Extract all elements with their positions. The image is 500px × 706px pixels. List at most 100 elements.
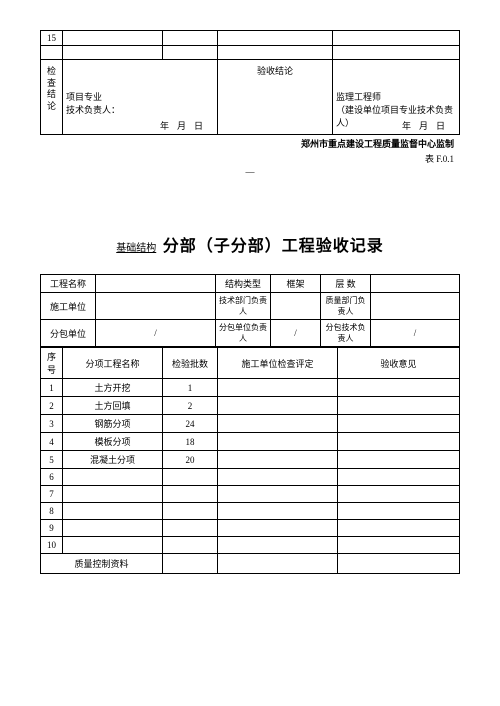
cell-opinion: [338, 397, 460, 415]
row15-num: 15: [41, 31, 63, 46]
table-row: 2土方回填2: [41, 397, 460, 415]
cell-batch: 1: [163, 379, 218, 397]
header-opinion: 验收意见: [338, 348, 460, 379]
floors-value: [371, 275, 460, 293]
row15-c4: [218, 31, 333, 46]
header-batch: 检验批数: [163, 348, 218, 379]
cell-seq: 7: [41, 486, 63, 503]
header-seq: 序号: [41, 348, 63, 379]
footer-org: 郑州市重点建设工程质量监督中心监制: [40, 137, 460, 150]
table-row: 10: [41, 537, 460, 554]
spec-person-label: 项目专业 技术负责人：: [66, 90, 214, 116]
cell-eval: [218, 469, 338, 486]
footer-dash: —: [40, 167, 460, 177]
cell-batch: 18: [163, 433, 218, 451]
cell-item-name: 钢筋分项: [63, 415, 163, 433]
cell-opinion: [338, 415, 460, 433]
table-row: 4模板分项18: [41, 433, 460, 451]
cell-eval: [218, 486, 338, 503]
row15-c3: [163, 31, 218, 46]
cell-batch: [163, 486, 218, 503]
row16-c5: [333, 46, 460, 60]
cell-seq: 1: [41, 379, 63, 397]
header-item-name: 分项工程名称: [63, 348, 163, 379]
cell-eval: [218, 379, 338, 397]
subcon-value: /: [96, 320, 216, 347]
date-right: 年月日: [339, 119, 453, 132]
cell-seq: 5: [41, 451, 63, 469]
row16-c2: [63, 46, 163, 60]
cell-eval: [218, 397, 338, 415]
row16-c1: [41, 46, 63, 60]
cell-item-name: 土方开挖: [63, 379, 163, 397]
proj-name-value: [96, 275, 216, 293]
cell-opinion: [338, 379, 460, 397]
qc-label: 质量控制资料: [41, 554, 163, 574]
cell-item-name: [63, 520, 163, 537]
table-row: 7: [41, 486, 460, 503]
table-row: 3钢筋分项24: [41, 415, 460, 433]
subcon-label: 分包单位: [41, 320, 96, 347]
subcon-tech-label: 分包技术负责人: [321, 320, 371, 347]
title-prefix: 基础结构: [116, 243, 160, 254]
cell-item-name: 模板分项: [63, 433, 163, 451]
table-row: 8: [41, 503, 460, 520]
accept-conclusion-cell: 监理工程师 （建设单位项目专业技术负责人） 年月日: [333, 60, 460, 135]
cell-item-name: [63, 503, 163, 520]
cell-batch: [163, 537, 218, 554]
row16-c3: [163, 46, 218, 60]
qc-dept-label: 质量部门负责人: [321, 293, 371, 320]
cell-opinion: [338, 469, 460, 486]
cell-seq: 4: [41, 433, 63, 451]
struct-type-value: 框架: [271, 275, 321, 293]
subcon-tech-value: /: [371, 320, 460, 347]
cell-opinion: [338, 520, 460, 537]
cell-opinion: [338, 451, 460, 469]
row15-c5: [333, 31, 460, 46]
floors-label: 层 数: [321, 275, 371, 293]
subcon-resp-value: /: [271, 320, 321, 347]
check-conclusion-label: 检查结论: [41, 60, 63, 135]
footer-form-no: 表 F.0.1: [40, 152, 460, 165]
row15-c2: [63, 31, 163, 46]
cell-item-name: [63, 469, 163, 486]
cell-eval: [218, 415, 338, 433]
cell-opinion: [338, 486, 460, 503]
check-conclusion-cell: 项目专业 技术负责人： 年月日: [63, 60, 218, 135]
cell-seq: 10: [41, 537, 63, 554]
title-main: 分部（子分部）工程验收记录: [163, 238, 384, 255]
cell-seq: 9: [41, 520, 63, 537]
cell-seq: 6: [41, 469, 63, 486]
cell-item-name: 土方回填: [63, 397, 163, 415]
tech-dept-value: [271, 293, 321, 320]
cell-batch: [163, 520, 218, 537]
tech-dept-label: 技术部门负责人: [216, 293, 271, 320]
builder-label: 施工单位: [41, 293, 96, 320]
info-table: 工程名称 结构类型 框架 层 数 施工单位 技术部门负责人 质量部门负责人 分包…: [40, 274, 460, 347]
cell-seq: 2: [41, 397, 63, 415]
main-table: 序号 分项工程名称 检验批数 施工单位检查评定 验收意见 1土方开挖12土方回填…: [40, 347, 460, 574]
top-fragment-table: 15 检查结论 项目专业 技术负责人： 年月日 验收结论 监理工程师 （建设单位: [40, 30, 460, 135]
cell-seq: 3: [41, 415, 63, 433]
cell-opinion: [338, 433, 460, 451]
cell-item-name: [63, 537, 163, 554]
table-row: 1土方开挖1: [41, 379, 460, 397]
cell-batch: [163, 469, 218, 486]
cell-seq: 8: [41, 503, 63, 520]
cell-eval: [218, 433, 338, 451]
subcon-resp-label: 分包单位负责人: [216, 320, 271, 347]
cell-opinion: [338, 537, 460, 554]
table-row: 9: [41, 520, 460, 537]
cell-item-name: [63, 486, 163, 503]
struct-type-label: 结构类型: [216, 275, 271, 293]
date-left: 年月日: [69, 119, 211, 132]
cell-batch: 2: [163, 397, 218, 415]
cell-eval: [218, 503, 338, 520]
cell-batch: [163, 503, 218, 520]
header-eval: 施工单位检查评定: [218, 348, 338, 379]
table-row: 6: [41, 469, 460, 486]
page-title: 基础结构 分部（子分部）工程验收记录: [40, 232, 460, 256]
cell-batch: 24: [163, 415, 218, 433]
cell-opinion: [338, 503, 460, 520]
accept-conclusion-label: 验收结论: [218, 60, 333, 135]
